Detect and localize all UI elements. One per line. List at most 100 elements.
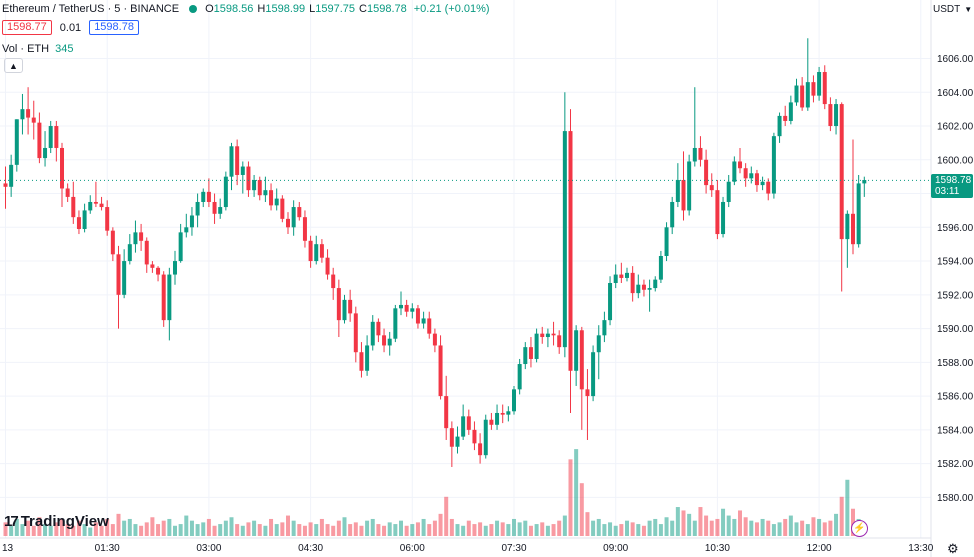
candle [246,161,251,197]
volume-bar [788,515,793,536]
symbol-legend[interactable]: Ethereum / TetherUS · 5 · BINANCE O1598.… [2,0,490,17]
candle [687,154,692,216]
volume-bar [754,522,759,536]
buy-price-button[interactable]: 1598.78 [89,20,139,35]
volume-bar [732,518,737,536]
candle-body [760,181,765,186]
volume-bar [359,525,364,536]
candle-body [286,218,290,228]
candle-body [184,227,189,233]
candle [596,325,601,380]
candle [297,201,302,221]
candle [365,335,370,376]
candle-body [568,131,573,371]
volume-bar [48,525,53,536]
candle [641,279,646,297]
candle-body [235,146,240,175]
candle-body [613,274,618,284]
volume-bar [387,522,392,536]
quote-row: 1598.77 0.01 1598.78 [2,20,139,35]
candle [681,151,686,221]
volume-bar [783,518,788,536]
candle-body [415,308,420,324]
time-tick-label: 03:00 [196,543,221,554]
candle [116,245,121,329]
volume-bar [144,522,149,536]
candle-body [26,109,31,118]
volume-bar [82,524,87,536]
volume-bar [31,525,36,536]
candle [602,311,607,343]
candle [263,176,268,202]
candle-body [229,146,234,177]
time-tick-label: 04:30 [298,543,323,554]
candle-body [512,389,516,412]
volume-bar [630,522,635,536]
candle-body [828,104,833,127]
candle [82,203,87,233]
volume-bar [393,524,398,536]
lightning-icon[interactable]: ⚡ [851,520,868,537]
close-value: 1598.78 [366,2,407,15]
volume-bar [286,515,290,536]
volume-bar [110,524,115,536]
volume-bar [297,524,302,536]
candle [664,222,669,262]
volume-bar [557,520,562,536]
candle [461,404,466,440]
volume-bar [331,525,336,536]
tradingview-logo[interactable]: 17 TradingView [4,513,109,530]
candle [749,166,754,184]
high-label: H [257,2,266,15]
open-label: O [205,2,214,15]
candle-body [771,136,776,194]
volume-bar [43,524,48,536]
candle [178,223,183,263]
candle-body [93,201,98,204]
candle-body [82,210,87,229]
volume-bar [625,520,629,536]
candle-body [110,230,115,255]
symbol-title[interactable]: Ethereum / TetherUS · 5 · BINANCE [2,2,180,15]
ohlc-low: L1597.75 [309,3,355,15]
candle [851,139,855,255]
volume-bar [641,525,646,536]
volume-bar [133,524,138,536]
candle-body [523,347,528,365]
candle-body [178,232,183,262]
volume-bar [822,522,827,536]
candle [54,120,59,162]
candle [613,264,618,289]
collapse-legend-button[interactable]: ▲ [4,58,23,73]
candle [574,325,579,386]
candle-body [506,411,511,415]
candle [794,78,799,106]
candle [252,174,257,197]
time-tick-label: 06:00 [400,543,425,554]
currency-selector[interactable]: USDT ▼ [933,1,973,17]
candle-body [805,82,810,108]
candle [376,318,381,343]
gear-icon[interactable]: ⚙ [947,541,959,556]
candle [110,227,115,262]
volume-bar [466,520,471,536]
volume-bar [811,517,816,536]
candle [257,176,262,201]
volume-legend[interactable]: Vol · ETH 345 [2,43,73,55]
candle-body [246,166,251,191]
volume-bar [399,520,403,536]
volume-bar [653,518,658,536]
candle [732,156,737,186]
volume-bar [206,518,211,536]
volume-bar [726,515,731,536]
candle [127,234,132,265]
volume-bar [122,520,127,536]
candle [845,210,850,268]
candle [545,328,550,348]
candle [31,100,36,140]
ohlc-open: O1598.56 [205,3,253,15]
price-axis: 1580.00 1582.00 1584.00 1586.00 1588.00 1590.… [937,54,974,504]
sell-price-button[interactable]: 1598.77 [2,20,52,35]
candle [65,183,70,202]
